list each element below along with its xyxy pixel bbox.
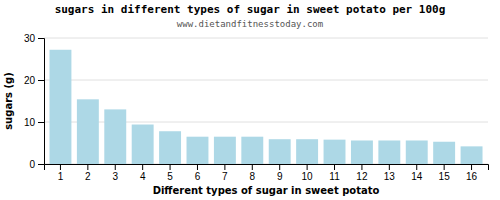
tick-label: 14 (411, 171, 423, 182)
tick-mark (115, 164, 116, 170)
tick: 11 (329, 164, 340, 182)
tick: 9 (277, 164, 283, 182)
tick-label: 10 (24, 117, 36, 128)
tick-mark (38, 38, 44, 39)
tick-mark (197, 164, 198, 170)
tick-mark (279, 164, 280, 170)
bar (77, 99, 99, 164)
plot-area: 010203012345678910111213141516 (24, 33, 489, 182)
grid-line (44, 80, 488, 81)
grid (44, 38, 488, 164)
tick-label: 11 (329, 171, 340, 182)
bar (269, 139, 291, 164)
bar (187, 137, 209, 164)
grid-line (44, 38, 488, 39)
bar (324, 140, 346, 164)
tick-label: 0 (29, 159, 35, 170)
tick: 8 (250, 164, 256, 182)
tick-label: 16 (466, 171, 478, 182)
x-axis-title: Different types of sugar in sweet potato (153, 185, 380, 196)
tick-mark (471, 164, 472, 170)
tick: 7 (222, 164, 228, 182)
tick-mark (38, 80, 44, 81)
bars (49, 50, 482, 164)
tick: 30 (24, 33, 44, 44)
tick-mark (444, 164, 445, 170)
tick-label: 1 (58, 171, 64, 182)
bar (378, 140, 400, 164)
bar (406, 140, 428, 164)
bar (296, 139, 318, 164)
y-axis: 0 10 20 30 (24, 33, 45, 170)
tick: 10 (302, 164, 314, 182)
tick-mark (170, 164, 171, 170)
tick-mark (142, 164, 143, 170)
tick-mark (361, 164, 362, 170)
tick: 12 (356, 164, 368, 182)
tick-label: 10 (302, 171, 314, 182)
bar (104, 109, 126, 164)
tick-label: 13 (384, 171, 396, 182)
chart: sugars in different types of sugar in sw… (0, 0, 500, 200)
tick-mark (416, 164, 417, 170)
tick-label: 9 (277, 171, 283, 182)
tick-label: 6 (195, 171, 201, 182)
tick: 14 (411, 164, 423, 182)
tick: 6 (195, 164, 201, 182)
tick-mark (87, 164, 88, 170)
bar (351, 140, 373, 164)
tick: 20 (24, 75, 44, 86)
title: sugars in different types of sugar in sw… (55, 3, 446, 16)
tick-mark (389, 164, 390, 170)
tick-label: 4 (140, 171, 146, 182)
tick-label: 8 (250, 171, 256, 182)
tick-mark (38, 122, 44, 123)
bar (241, 137, 263, 164)
tick-mark (60, 164, 61, 170)
tick: 15 (439, 164, 451, 182)
tick-label: 2 (85, 171, 91, 182)
tick-label: 12 (356, 171, 368, 182)
tick-mark (252, 164, 253, 170)
tick-label: 3 (112, 171, 118, 182)
tick-label: 30 (24, 33, 36, 44)
tick-mark (307, 164, 308, 170)
tick-mark (334, 164, 335, 170)
bar (461, 146, 483, 164)
tick-label: 15 (439, 171, 451, 182)
x-axis: 12345678910111213141516 (45, 164, 489, 182)
bar (132, 125, 154, 164)
tick: 3 (112, 164, 118, 182)
tick: 1 (58, 164, 64, 182)
bar (159, 131, 181, 164)
tick-mark (38, 164, 44, 165)
tick: 10 (24, 117, 44, 128)
subtitle: www.dietandfitnesstoday.com (177, 19, 323, 29)
bar (433, 142, 455, 164)
tick-label: 7 (222, 171, 228, 182)
tick: 4 (140, 164, 146, 182)
tick: 5 (167, 164, 173, 182)
tick: 13 (384, 164, 396, 182)
bar (214, 137, 236, 164)
tick: 0 (29, 159, 44, 170)
axis-line (45, 165, 489, 171)
tick-label: 5 (167, 171, 173, 182)
tick-mark (224, 164, 225, 170)
axis-line (38, 39, 45, 165)
tick-label: 20 (24, 75, 36, 86)
bar (49, 50, 71, 164)
tick: 2 (85, 164, 91, 182)
tick: 16 (466, 164, 478, 182)
y-axis-title: sugars (g) (3, 72, 14, 130)
